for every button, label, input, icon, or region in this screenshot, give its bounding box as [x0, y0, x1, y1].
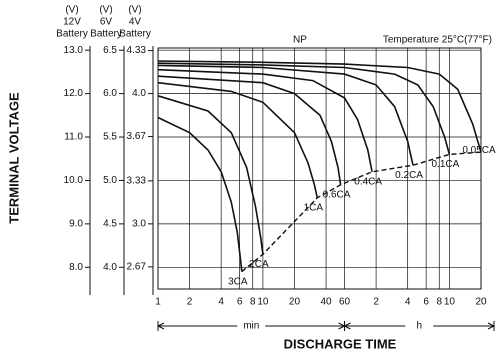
y-tick-label: 11.0 [64, 132, 83, 143]
axis-header: (V) [99, 5, 112, 16]
axis-header: (V) [65, 5, 78, 16]
y-tick-label: 4.33 [127, 45, 147, 56]
x-tick-label: 20 [289, 297, 301, 308]
axis-header: 12V [63, 17, 81, 28]
y-tick-label: 5.5 [103, 132, 117, 143]
y-tick-label: 4.0 [103, 262, 117, 273]
curve-label: 0.05CA [462, 145, 496, 156]
axis-header: Battery [119, 29, 151, 40]
chart-subtitle: Temperature 25°C(77°F) [383, 35, 492, 46]
axis-header: (V) [128, 5, 141, 16]
curve-label: 2CA [249, 259, 269, 270]
y-axis-label: TERMINAL VOLTAGE [6, 92, 21, 224]
x-tick-label: 2 [373, 297, 379, 308]
x-tick-label: 8 [436, 297, 442, 308]
curve-label: 0.1CA [432, 159, 460, 170]
curve-label: 0.6CA [323, 189, 351, 200]
unit-label: h [416, 321, 422, 332]
curve [157, 64, 414, 166]
x-tick-label: 10 [444, 297, 456, 308]
axis-header: Battery [56, 29, 88, 40]
axis-header: 4V [129, 17, 142, 28]
unit-label: min [243, 321, 259, 332]
axis-header: 6V [100, 17, 113, 28]
x-tick-label: 8 [250, 297, 256, 308]
y-tick-label: 2.67 [127, 261, 147, 272]
y-tick-label: 6.0 [103, 88, 117, 99]
y-tick-label: 3.33 [127, 176, 147, 187]
y-tick-label: 3.0 [132, 219, 146, 230]
x-tick-label: 6 [423, 297, 429, 308]
x-tick-label: 2 [187, 297, 193, 308]
x-tick-label: 60 [339, 297, 351, 308]
x-tick-label: 6 [237, 297, 243, 308]
curve-label: 0.2CA [395, 170, 423, 181]
x-tick-label: 1 [155, 297, 161, 308]
curve [157, 60, 482, 153]
x-tick-label: 10 [257, 297, 269, 308]
curve [157, 116, 243, 272]
x-tick-label: 20 [475, 297, 487, 308]
y-tick-label: 12.0 [64, 88, 84, 99]
end-voltage-line [241, 151, 482, 273]
curve-label: 1CA [304, 202, 324, 213]
curve [157, 62, 451, 155]
y-tick-label: 5.0 [103, 175, 117, 186]
x-tick-label: 40 [320, 297, 332, 308]
y-tick-label: 9.0 [69, 219, 83, 230]
y-tick-label: 4.0 [132, 88, 146, 99]
x-axis-label: DISCHARGE TIME [284, 336, 397, 351]
chart-title: NP [293, 35, 307, 46]
x-tick-label: 4 [218, 297, 224, 308]
y-tick-label: 10.0 [64, 175, 84, 186]
curve [157, 95, 264, 255]
curve [157, 75, 342, 185]
axis-header: Battery [90, 29, 122, 40]
y-tick-label: 8.0 [69, 262, 83, 273]
y-tick-label: 13.0 [64, 45, 84, 56]
curve-label: 3CA [228, 276, 248, 287]
y-tick-label: 3.67 [127, 131, 147, 142]
y-tick-label: 6.5 [103, 45, 117, 56]
curve-label: 0.4CA [354, 176, 382, 187]
curve [157, 68, 373, 172]
curve [157, 81, 319, 198]
y-tick-label: 4.5 [103, 219, 117, 230]
x-tick-label: 4 [405, 297, 411, 308]
